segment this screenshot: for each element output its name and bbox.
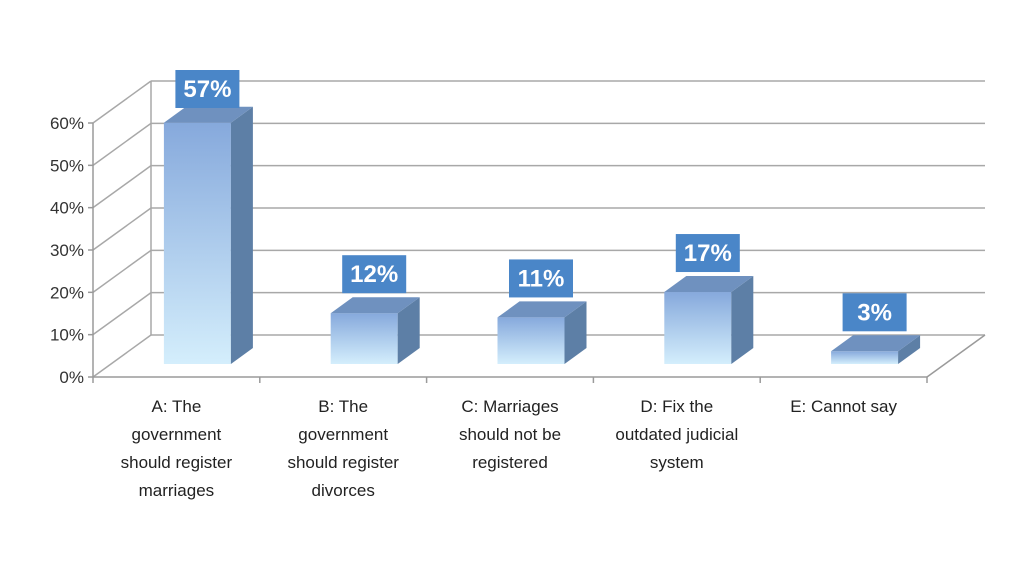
gridline-side <box>92 165 152 209</box>
floor-right-edge <box>926 334 986 378</box>
gridline-side <box>92 292 152 336</box>
category-label: E: Cannot say <box>790 397 897 416</box>
bar-top <box>497 301 587 318</box>
bar-top <box>330 297 420 314</box>
data-label-box <box>842 293 907 332</box>
bar-side <box>397 297 420 364</box>
data-label-box <box>509 259 573 298</box>
category-label: A: The government should register marriages <box>121 397 233 500</box>
y-tick-label: 10% <box>50 326 84 345</box>
bar-top <box>163 106 253 123</box>
data-label: 11% <box>518 265 565 292</box>
gridline-side <box>92 207 152 251</box>
y-tick-label: 40% <box>50 199 84 218</box>
data-label-box <box>342 255 407 294</box>
label-layer: 57% A: The government should register marria… <box>121 70 907 500</box>
bar-side <box>230 106 253 364</box>
bar-top <box>831 335 921 352</box>
bar <box>163 122 231 364</box>
category-label: D: Fix the outdated judicial system <box>615 397 738 472</box>
bar <box>664 292 732 364</box>
category-label: C: Marriages should not be registered <box>459 397 561 472</box>
axis-layer: 0% 10% 20% 30% 40% 50% 60% <box>50 114 986 387</box>
bar <box>330 313 398 364</box>
bar-top <box>664 276 754 293</box>
bar-side <box>898 335 921 364</box>
gridline-side <box>92 122 152 166</box>
gridline-side <box>92 334 152 378</box>
gridline-side <box>92 80 152 124</box>
y-tick-label: 20% <box>50 283 84 302</box>
data-label-box <box>175 70 240 108</box>
grid-layer <box>92 80 985 378</box>
y-tick-label: 60% <box>50 114 84 133</box>
y-tick-label: 0% <box>59 368 84 387</box>
y-tick-label: 50% <box>50 156 84 175</box>
category-label: B: The government should register divorces <box>287 397 399 500</box>
bar-layer <box>163 106 921 364</box>
bar <box>831 351 899 364</box>
data-label-box <box>675 234 740 273</box>
bar <box>497 317 565 364</box>
bar-side <box>731 276 754 364</box>
data-label: 57% <box>183 76 231 103</box>
data-label: 17% <box>684 240 732 267</box>
bar-side <box>564 301 587 364</box>
gridline-side <box>92 249 152 293</box>
data-label: 3% <box>857 299 892 326</box>
y-tick-label: 30% <box>50 241 84 260</box>
data-label: 12% <box>350 261 398 288</box>
